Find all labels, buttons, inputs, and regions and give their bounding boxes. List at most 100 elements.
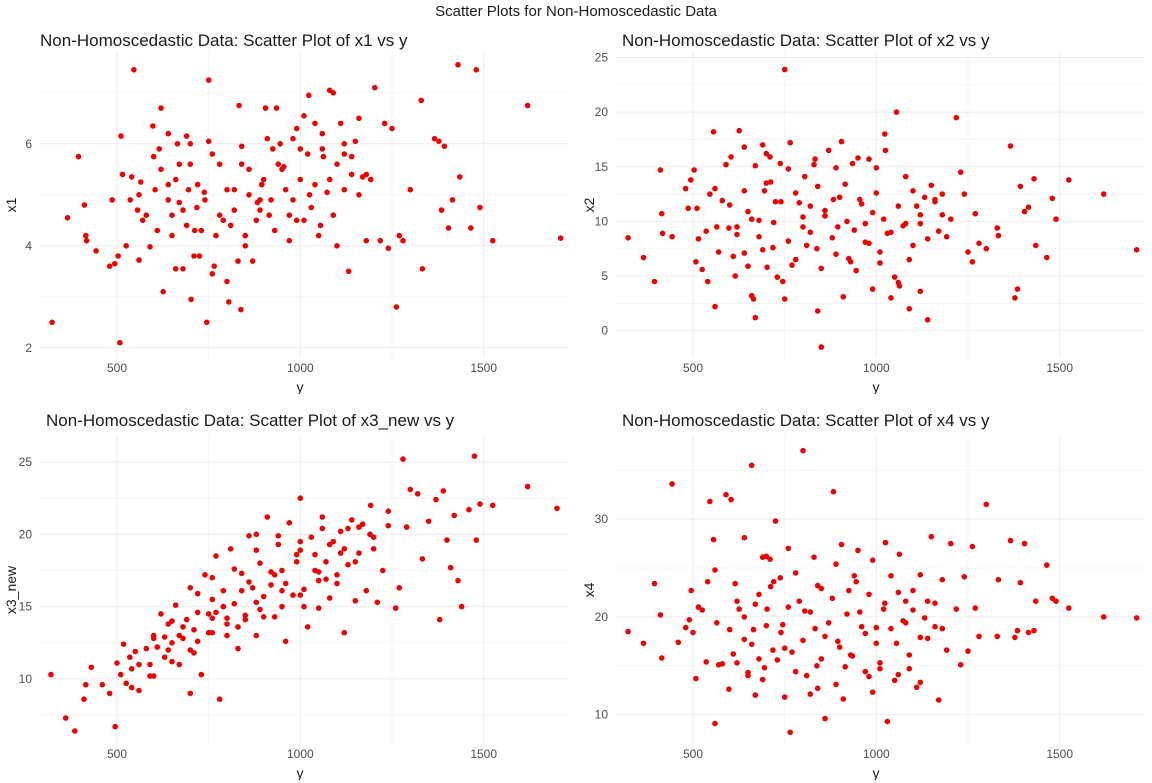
data-point <box>712 185 718 192</box>
data-point <box>787 729 793 736</box>
data-point <box>943 233 950 240</box>
data-point <box>1044 254 1050 261</box>
data-point <box>836 644 843 650</box>
data-point <box>436 616 443 623</box>
data-point <box>158 611 164 617</box>
data-point <box>308 204 315 211</box>
data-point <box>957 169 964 175</box>
data-point <box>367 531 373 538</box>
data-point <box>290 135 296 142</box>
data-point <box>131 67 137 73</box>
data-point <box>119 171 126 178</box>
data-point <box>290 592 296 598</box>
data-point <box>183 222 190 229</box>
data-point <box>220 587 227 594</box>
data-point <box>93 248 99 254</box>
data-point <box>216 161 223 167</box>
data-point <box>363 587 370 594</box>
data-point <box>150 123 156 129</box>
data-point <box>855 547 861 554</box>
data-point <box>855 155 861 161</box>
data-point <box>147 244 153 250</box>
data-point <box>703 228 709 234</box>
data-point <box>792 570 799 576</box>
data-point <box>712 567 718 573</box>
data-point <box>811 554 817 560</box>
data-point <box>781 694 788 700</box>
y-tick-label: 25 <box>595 50 609 64</box>
data-point <box>730 253 737 260</box>
data-point <box>825 620 832 626</box>
data-point <box>763 553 770 560</box>
data-point <box>128 684 135 691</box>
data-point <box>466 506 472 513</box>
data-point <box>893 109 900 115</box>
data-point <box>275 541 282 548</box>
data-point <box>334 161 340 167</box>
data-point <box>972 605 979 611</box>
chart-title: Non-Homoscedastic Data: Scatter Plot of … <box>622 411 990 430</box>
data-point <box>802 173 808 180</box>
data-point <box>345 268 352 275</box>
data-point <box>994 633 1001 640</box>
data-point <box>319 514 326 520</box>
data-point <box>147 661 153 668</box>
data-point <box>433 496 439 503</box>
data-point <box>312 551 318 558</box>
data-point <box>902 620 909 626</box>
data-point <box>846 587 852 594</box>
data-point <box>734 598 740 604</box>
data-point <box>231 207 238 213</box>
panel-x4-vs-y: 500 1000 1500 10 20 30 y x4 Non-Homoscedastic Da… <box>581 411 1144 780</box>
data-point <box>730 651 737 657</box>
data-point <box>440 488 447 494</box>
data-point <box>965 648 971 654</box>
data-point <box>227 222 234 229</box>
data-point <box>326 541 333 548</box>
data-point <box>238 570 245 577</box>
data-point <box>205 138 212 145</box>
data-point <box>143 645 150 652</box>
data-point <box>888 229 894 236</box>
points <box>49 62 564 346</box>
data-point <box>293 125 300 132</box>
data-point <box>315 232 322 239</box>
data-point <box>264 135 271 142</box>
y-tick-label: 10 <box>595 708 609 722</box>
data-point <box>196 253 203 259</box>
data-point <box>266 212 273 218</box>
data-point <box>750 626 757 633</box>
data-point <box>873 165 880 171</box>
y-axis-label: x4 <box>581 582 597 597</box>
data-point <box>651 580 658 587</box>
data-point <box>352 598 359 604</box>
data-point <box>1014 286 1021 292</box>
data-point <box>306 192 313 198</box>
data-point <box>396 585 403 591</box>
data-point <box>187 161 194 167</box>
data-point <box>194 609 201 616</box>
data-point <box>913 203 920 209</box>
data-point <box>780 278 786 285</box>
data-point <box>835 224 841 230</box>
data-point <box>659 230 666 237</box>
data-point <box>273 105 280 111</box>
data-point <box>370 546 377 552</box>
data-point <box>961 574 968 580</box>
data-point <box>231 600 238 607</box>
data-point <box>675 639 682 646</box>
data-point <box>220 603 227 610</box>
data-point <box>457 174 463 180</box>
data-point <box>877 665 883 672</box>
data-point <box>853 578 859 585</box>
data-point <box>297 495 304 501</box>
data-point <box>939 212 946 218</box>
data-point <box>822 207 828 214</box>
data-point <box>154 644 161 650</box>
data-point <box>858 201 865 207</box>
data-point <box>1021 208 1028 215</box>
data-point <box>449 197 456 203</box>
data-point <box>763 150 770 157</box>
x-tick-label: 1500 <box>1046 747 1073 761</box>
data-point <box>209 574 216 581</box>
